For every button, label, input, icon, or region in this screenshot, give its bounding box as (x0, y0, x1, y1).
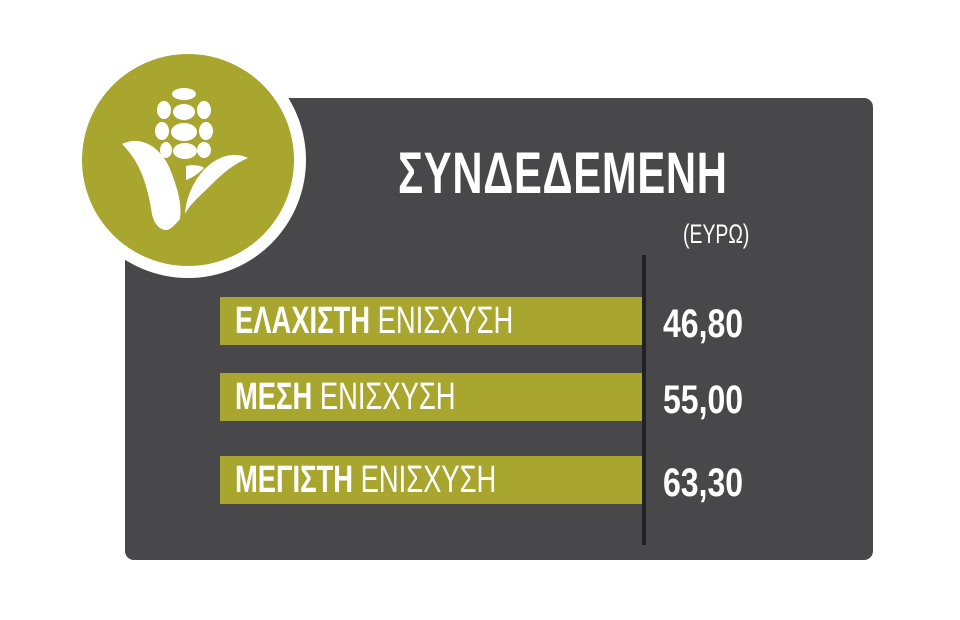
row-label-bold: ΜΕΣΗ (235, 376, 313, 418)
corn-icon (122, 88, 248, 230)
unit-label: (ΕΥΡΩ) (683, 219, 750, 249)
row-label: ΜΕΣΗ ΕΝΙΣΧΥΣΗ (235, 376, 456, 419)
row-max-label-bar: ΜΕΓΙΣΤΗ ΕΝΙΣΧΥΣΗ (220, 456, 642, 504)
row-min-label-bar: ΕΛΑΧΙΣΤΗ ΕΝΙΣΧΥΣΗ (220, 297, 642, 345)
row-label: ΜΕΓΙΣΤΗ ΕΝΙΣΧΥΣΗ (235, 459, 496, 502)
column-divider (642, 255, 646, 545)
page-title: ΣΥΝΔΕΔΕΜΕΝΗ (398, 141, 728, 206)
corn-badge (82, 54, 294, 266)
row-label-rest: ΕΝΙΣΧΥΣΗ (312, 376, 456, 418)
row-label-bold: ΜΕΓΙΣΤΗ (235, 459, 353, 501)
row-label-rest: ΕΝΙΣΧΥΣΗ (370, 300, 514, 342)
row-avg-label-bar: ΜΕΣΗ ΕΝΙΣΧΥΣΗ (220, 373, 642, 421)
row-avg-value: 55,00 (663, 378, 744, 422)
row-label: ΕΛΑΧΙΣΤΗ ΕΝΙΣΧΥΣΗ (235, 300, 513, 343)
row-label-bold: ΕΛΑΧΙΣΤΗ (235, 300, 370, 342)
row-label-rest: ΕΝΙΣΧΥΣΗ (352, 459, 497, 501)
row-min-value: 46,80 (663, 302, 744, 346)
row-max-value: 63,30 (663, 461, 744, 505)
